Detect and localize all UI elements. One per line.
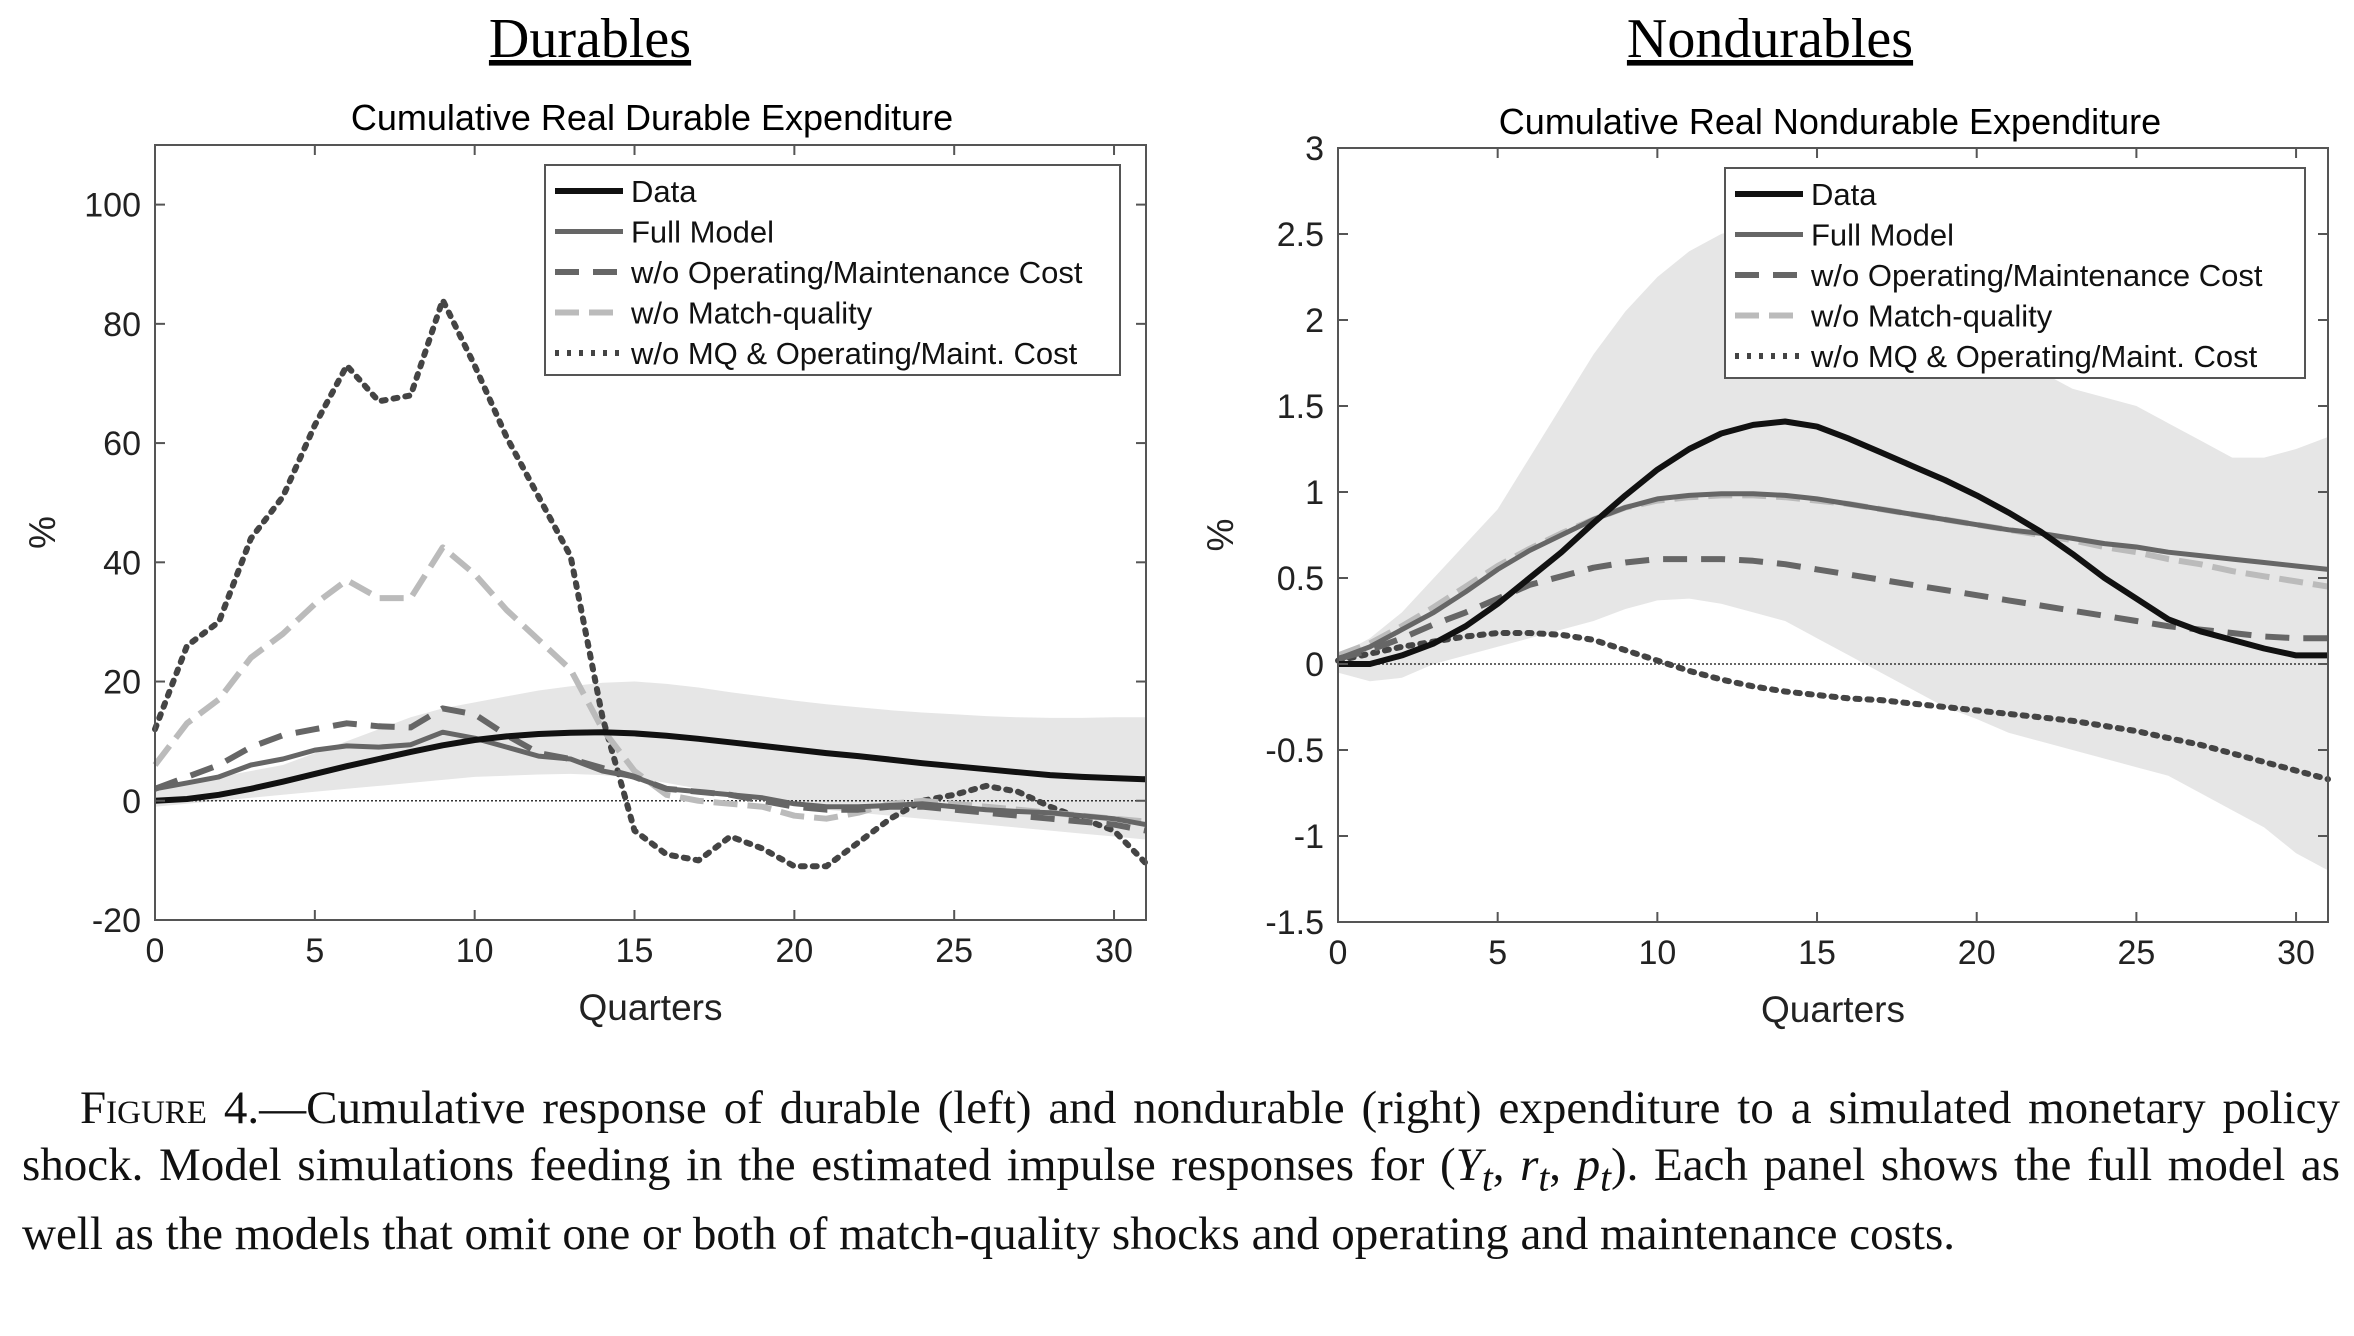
durables-y-tick-label: 80 xyxy=(103,306,141,344)
nondurables-legend-label: Data xyxy=(1811,177,1877,212)
durables-y-tick-label: 100 xyxy=(84,187,141,225)
durables-legend-label: Data xyxy=(631,174,697,209)
durables-legend-label: Full Model xyxy=(631,215,774,250)
nondurables-x-tick-label: 20 xyxy=(1958,934,1996,972)
caption-math-sub-3: t xyxy=(1600,1156,1611,1200)
nondurables-y-tick-label: 3 xyxy=(1305,130,1324,168)
nondurables-series-line xyxy=(1335,630,2331,783)
caption-math-sep-2: , xyxy=(1549,1139,1577,1191)
nondurables-x-tick-label: 30 xyxy=(2277,934,2315,972)
nondurables-series-line xyxy=(1338,418,2328,667)
nondurables-legend-label: w/o Match-quality xyxy=(1810,299,2053,334)
nondurables-legend-label: Full Model xyxy=(1811,218,1954,253)
nondurables-y-tick-label: 1.5 xyxy=(1277,388,1324,426)
nondurables-y-tick-label: -0.5 xyxy=(1265,732,1324,770)
durables-x-axis-label: Quarters xyxy=(579,987,723,1028)
caption-math-y: Y xyxy=(1455,1139,1482,1191)
durables-y-tick-label: 40 xyxy=(103,544,141,582)
durables-y-tick-label: 20 xyxy=(103,664,141,702)
figure-caption: Figure 4.—Cumulative response of durable… xyxy=(22,1080,2340,1263)
durables-x-tick-label: 5 xyxy=(305,932,324,970)
durables-series-line xyxy=(154,729,1147,828)
durables-panel-label: Durables xyxy=(489,8,691,70)
caption-math-sep-1: , xyxy=(1492,1139,1521,1191)
nondurables-series-line xyxy=(1337,556,2328,662)
nondurables-x-tick-label: 15 xyxy=(1798,934,1836,972)
caption-math-r: r xyxy=(1520,1139,1539,1191)
durables-plot-frame xyxy=(154,144,1147,921)
durables-x-tick-label: 10 xyxy=(456,932,494,970)
nondurables-legend-label: w/o MQ & Operating/Maint. Cost xyxy=(1810,339,2258,374)
durables-y-tick-label: 60 xyxy=(103,425,141,463)
durables-x-tick-label: 25 xyxy=(935,932,973,970)
nondurables-plot-frame xyxy=(1337,147,2329,923)
durables-y-axis-label: % xyxy=(22,516,63,549)
durables-legend-label: w/o Match-quality xyxy=(630,296,873,331)
nondurables-y-tick-label: 0.5 xyxy=(1277,560,1324,598)
nondurables-legend-label: w/o Operating/Maintenance Cost xyxy=(1810,258,2263,293)
nondurables-x-axis-label: Quarters xyxy=(1761,989,1905,1030)
durables-x-tick-label: 0 xyxy=(146,932,165,970)
caption-label: Figure 4. xyxy=(80,1082,260,1134)
nondurables-series-line xyxy=(1337,491,2329,662)
durables-legend-label: w/o Operating/Maintenance Cost xyxy=(630,255,1083,290)
nondurables-x-tick-label: 0 xyxy=(1329,934,1348,972)
nondurables-confidence-band xyxy=(1338,225,2328,871)
nondurables-legend: Data Full Model w/o Operating/Maintenance … xyxy=(1724,167,2306,379)
caption-text-a: —Cumulative response of durable (left) a… xyxy=(22,1082,2340,1191)
durables-x-tick-label: 15 xyxy=(616,932,654,970)
nondurables-y-tick-label: 2 xyxy=(1305,302,1324,340)
durables-panel: Durables Cumulative Real Durable Expendi… xyxy=(22,8,1149,1028)
nondurables-panel-label: Nondurables xyxy=(1627,8,1913,70)
nondurables-y-tick-label: -1.5 xyxy=(1265,904,1324,942)
durables-x-tick-label: 30 xyxy=(1095,932,1133,970)
nondurables-x-tick-label: 25 xyxy=(2117,934,2155,972)
nondurables-legend-box xyxy=(1724,167,2306,379)
nondurables-chart-title: Cumulative Real Nondurable Expenditure xyxy=(1499,101,2161,142)
durables-legend-label: w/o MQ & Operating/Maint. Cost xyxy=(630,336,1078,371)
durables-series-line xyxy=(152,297,1149,870)
caption-math-sub-1: t xyxy=(1481,1156,1493,1200)
durables-confidence-band xyxy=(155,681,1146,840)
nondurables-x-tick-label: 10 xyxy=(1638,934,1676,972)
nondurables-x-tick-label: 5 xyxy=(1488,934,1507,972)
nondurables-y-axis-label: % xyxy=(1200,519,1241,552)
nondurables-y-tick-label: 1 xyxy=(1305,474,1324,512)
durables-x-tick-label: 20 xyxy=(775,932,813,970)
caption-math-sub-2: t xyxy=(1538,1156,1550,1200)
nondurables-y-tick-label: 2.5 xyxy=(1277,216,1324,254)
nondurables-y-tick-label: -1 xyxy=(1294,818,1324,856)
caption-math-p: p xyxy=(1576,1139,1601,1191)
caption-text-b: ). Each panel shows the full model as we… xyxy=(22,1139,2341,1261)
nondurables-y-tick-label: 0 xyxy=(1305,646,1324,684)
durables-chart-title: Cumulative Real Durable Expenditure xyxy=(351,97,953,138)
durables-legend-box xyxy=(544,164,1121,376)
durables-legend: Data Full Model w/o Operating/Maintenance … xyxy=(544,164,1121,376)
nondurables-panel: Nondurables Cumulative Real Nondurable E… xyxy=(1200,8,2331,1030)
durables-series-line xyxy=(154,729,1147,804)
durables-y-tick-label: 0 xyxy=(122,783,141,821)
durables-y-tick-label: -20 xyxy=(92,902,141,940)
